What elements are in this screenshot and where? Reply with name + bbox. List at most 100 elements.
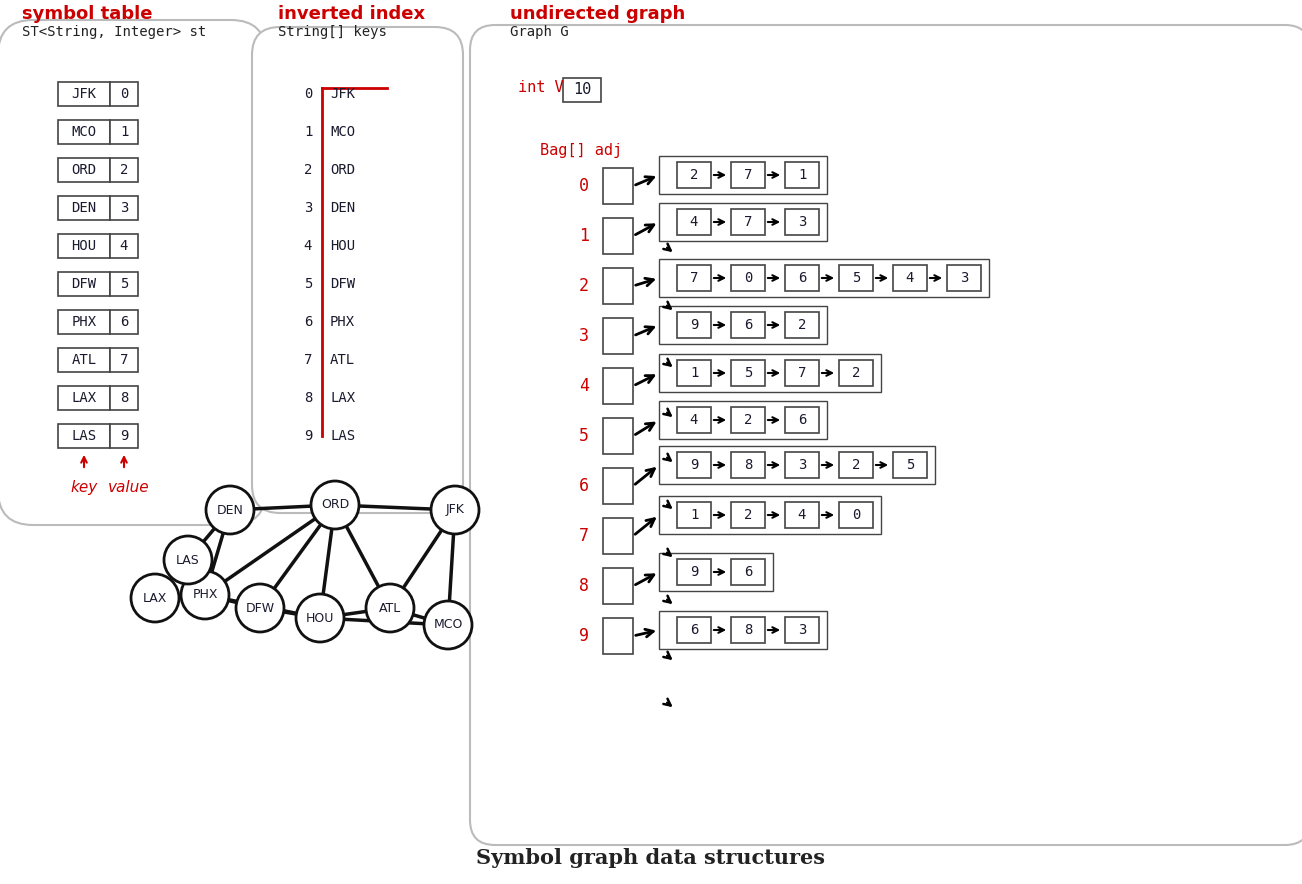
Circle shape: [424, 601, 473, 649]
Text: key: key: [70, 480, 98, 495]
FancyBboxPatch shape: [730, 265, 766, 291]
Text: 7: 7: [798, 366, 806, 380]
Text: JFK: JFK: [72, 87, 96, 101]
Text: PHX: PHX: [193, 589, 217, 601]
Text: 9: 9: [120, 429, 128, 443]
FancyBboxPatch shape: [109, 234, 138, 258]
FancyBboxPatch shape: [109, 82, 138, 106]
FancyBboxPatch shape: [677, 617, 711, 643]
FancyBboxPatch shape: [730, 617, 766, 643]
FancyBboxPatch shape: [470, 25, 1302, 845]
FancyBboxPatch shape: [785, 617, 819, 643]
FancyBboxPatch shape: [603, 518, 633, 554]
FancyBboxPatch shape: [785, 502, 819, 528]
Text: 5: 5: [743, 366, 753, 380]
FancyBboxPatch shape: [109, 158, 138, 182]
Text: 1: 1: [690, 508, 698, 522]
FancyBboxPatch shape: [603, 218, 633, 254]
FancyBboxPatch shape: [109, 386, 138, 410]
Text: 1: 1: [303, 125, 312, 139]
Text: 2: 2: [798, 318, 806, 332]
FancyBboxPatch shape: [947, 265, 980, 291]
Text: 1: 1: [690, 366, 698, 380]
Text: 1: 1: [579, 227, 589, 245]
Text: DFW: DFW: [246, 601, 275, 614]
Text: DEN: DEN: [216, 504, 243, 516]
FancyBboxPatch shape: [603, 168, 633, 204]
Text: MCO: MCO: [434, 619, 462, 631]
Text: DFW: DFW: [329, 277, 355, 291]
Text: Symbol graph data structures: Symbol graph data structures: [477, 848, 825, 868]
Text: 4: 4: [690, 215, 698, 229]
FancyBboxPatch shape: [0, 20, 266, 525]
Text: 3: 3: [798, 215, 806, 229]
Text: ATL: ATL: [72, 353, 96, 367]
Text: DEN: DEN: [72, 201, 96, 215]
FancyBboxPatch shape: [659, 496, 881, 534]
FancyBboxPatch shape: [730, 162, 766, 188]
FancyBboxPatch shape: [730, 559, 766, 585]
FancyBboxPatch shape: [677, 312, 711, 338]
Text: inverted index: inverted index: [279, 5, 426, 23]
Text: String[] keys: String[] keys: [279, 25, 387, 39]
Text: symbol table: symbol table: [22, 5, 152, 23]
Text: value: value: [108, 480, 150, 495]
Text: 1: 1: [120, 125, 128, 139]
FancyBboxPatch shape: [603, 318, 633, 354]
FancyBboxPatch shape: [59, 82, 109, 106]
FancyBboxPatch shape: [659, 156, 827, 194]
Text: ORD: ORD: [72, 163, 96, 177]
FancyBboxPatch shape: [730, 452, 766, 478]
Text: 6: 6: [579, 477, 589, 495]
Circle shape: [132, 574, 178, 622]
Text: 0: 0: [579, 177, 589, 195]
Text: HOU: HOU: [329, 239, 355, 253]
Text: ATL: ATL: [379, 601, 401, 614]
Text: 2: 2: [743, 413, 753, 427]
Text: 2: 2: [852, 458, 861, 472]
FancyBboxPatch shape: [659, 354, 881, 392]
Text: 2: 2: [852, 366, 861, 380]
FancyBboxPatch shape: [109, 348, 138, 372]
Text: 7: 7: [690, 271, 698, 285]
Text: 7: 7: [120, 353, 128, 367]
Text: 9: 9: [579, 627, 589, 645]
FancyBboxPatch shape: [677, 407, 711, 433]
Text: LAS: LAS: [72, 429, 96, 443]
FancyBboxPatch shape: [603, 568, 633, 604]
Text: Bag[] adj: Bag[] adj: [540, 142, 622, 157]
FancyBboxPatch shape: [59, 272, 109, 296]
Circle shape: [431, 486, 479, 534]
Text: 6: 6: [120, 315, 128, 329]
Text: 8: 8: [120, 391, 128, 405]
FancyBboxPatch shape: [603, 618, 633, 654]
Text: PHX: PHX: [72, 315, 96, 329]
Text: 5: 5: [906, 458, 914, 472]
FancyBboxPatch shape: [785, 452, 819, 478]
FancyBboxPatch shape: [603, 368, 633, 404]
FancyBboxPatch shape: [253, 27, 464, 513]
FancyBboxPatch shape: [59, 120, 109, 144]
Text: 8: 8: [303, 391, 312, 405]
FancyBboxPatch shape: [109, 120, 138, 144]
Text: ORD: ORD: [329, 163, 355, 177]
Text: 9: 9: [303, 429, 312, 443]
FancyBboxPatch shape: [109, 196, 138, 220]
Text: LAS: LAS: [329, 429, 355, 443]
Text: 3: 3: [579, 327, 589, 345]
Text: ATL: ATL: [329, 353, 355, 367]
FancyBboxPatch shape: [603, 418, 633, 454]
FancyBboxPatch shape: [659, 401, 827, 439]
FancyBboxPatch shape: [603, 468, 633, 504]
Text: 8: 8: [743, 623, 753, 637]
Text: 2: 2: [120, 163, 128, 177]
Text: 1: 1: [798, 168, 806, 182]
Text: LAX: LAX: [72, 391, 96, 405]
Text: 3: 3: [798, 623, 806, 637]
Text: 6: 6: [303, 315, 312, 329]
FancyBboxPatch shape: [59, 386, 109, 410]
Text: Graph G: Graph G: [510, 25, 569, 39]
FancyBboxPatch shape: [109, 424, 138, 448]
Text: DEN: DEN: [329, 201, 355, 215]
Text: 4: 4: [579, 377, 589, 395]
